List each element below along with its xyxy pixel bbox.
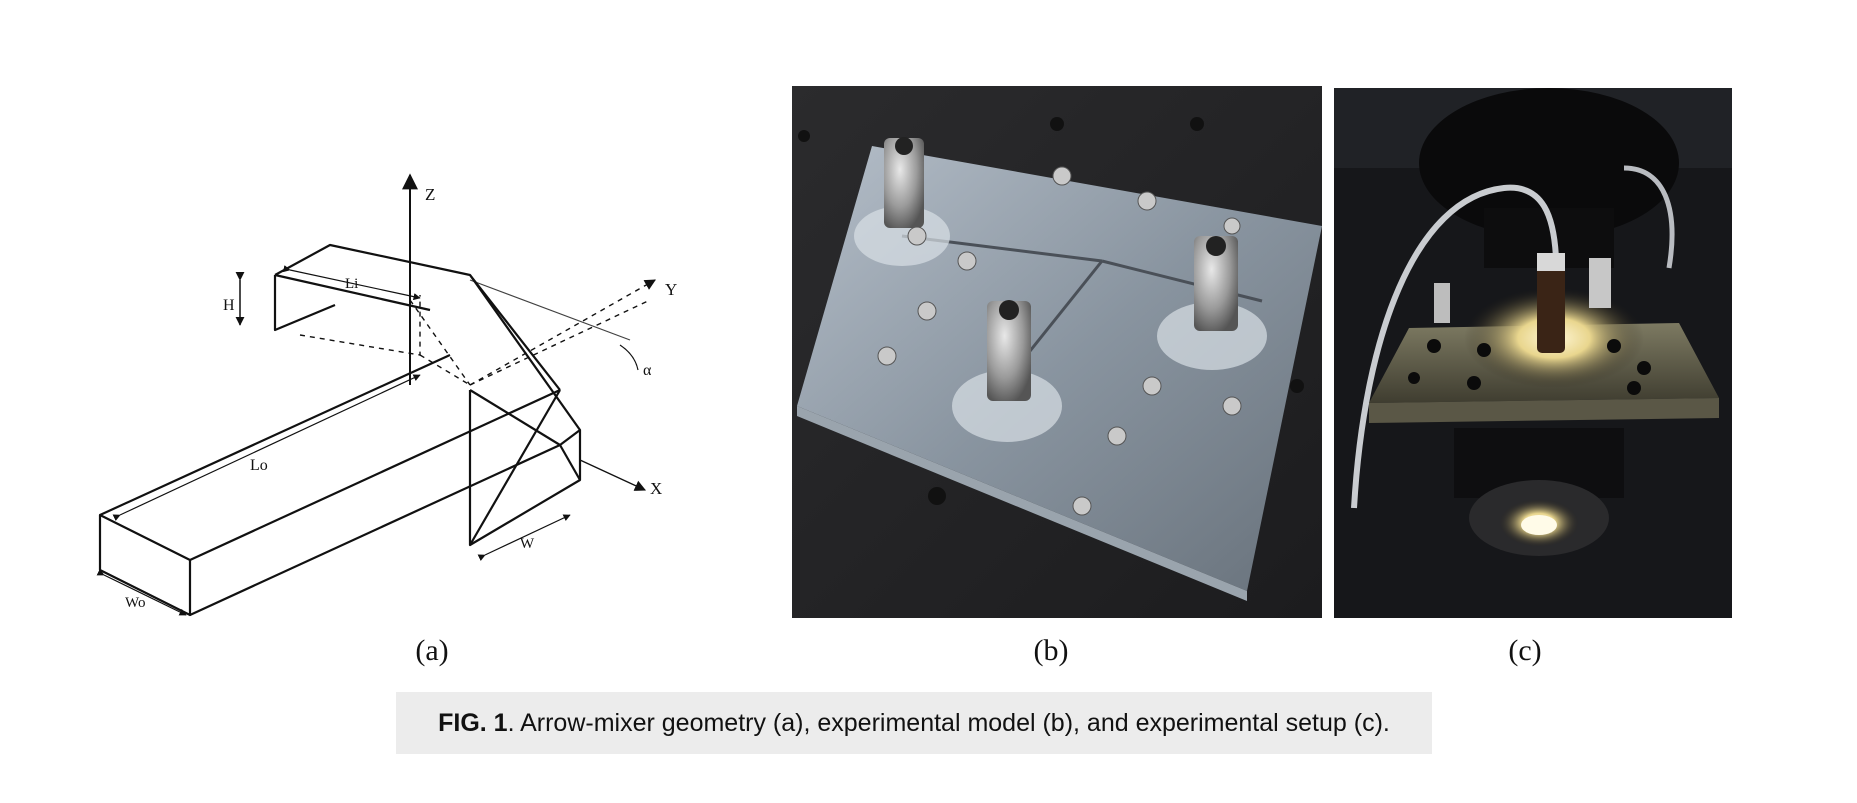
panel-label-b: (b) [1033,634,1069,667]
axis-y-label: Y [665,280,677,299]
height-label: H [223,297,235,314]
panel-label-a: (a) [415,634,449,667]
outlet-width-label: Wo [125,595,145,611]
inlet-width-label: W [520,536,535,552]
caption-prefix: FIG. 1 [438,708,508,737]
caption-text: . Arrow-mixer geometry (a), experimental… [507,708,1390,737]
outlet-length-label: Lo [250,457,268,474]
angle-label: α [643,362,652,379]
experimental-setup-photo [1334,88,1732,618]
arrow-mixer-diagram: Z Y X H Li Lo Wo W α [96,173,677,617]
panel-label-c: (c) [1508,634,1542,667]
inlet-length-label: Li [345,276,358,292]
axis-x-label: X [650,479,662,498]
figure-caption: FIG. 1. Arrow-mixer geometry (a), experi… [396,692,1432,754]
experimental-model-photo [792,86,1322,618]
axis-z-label: Z [425,185,435,204]
